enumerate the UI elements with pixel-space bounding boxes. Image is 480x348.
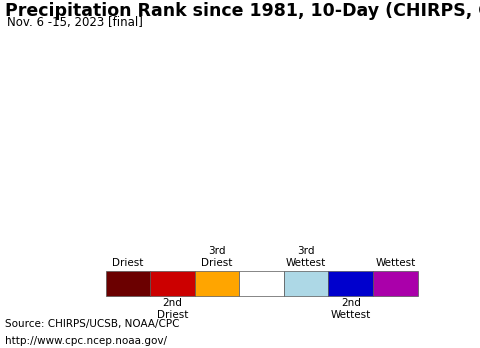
Bar xyxy=(284,271,328,296)
Text: Driest: Driest xyxy=(112,258,144,268)
Text: 3rd
Driest: 3rd Driest xyxy=(201,246,233,268)
Bar xyxy=(106,271,150,296)
Bar xyxy=(240,271,284,296)
Bar xyxy=(195,271,240,296)
Text: Wettest: Wettest xyxy=(375,258,415,268)
Text: http://www.cpc.ncep.noaa.gov/: http://www.cpc.ncep.noaa.gov/ xyxy=(5,336,167,346)
Text: Precipitation Rank since 1981, 10-Day (CHIRPS, CPC): Precipitation Rank since 1981, 10-Day (C… xyxy=(5,2,480,20)
Text: Source: CHIRPS/UCSB, NOAA/CPC: Source: CHIRPS/UCSB, NOAA/CPC xyxy=(5,319,180,330)
Bar xyxy=(373,271,418,296)
Text: Nov. 6 -15, 2023 [final]: Nov. 6 -15, 2023 [final] xyxy=(7,16,143,29)
Text: 2nd
Driest: 2nd Driest xyxy=(157,298,188,320)
Bar xyxy=(328,271,373,296)
Bar xyxy=(150,271,195,296)
Text: 2nd
Wettest: 2nd Wettest xyxy=(331,298,371,320)
Text: 3rd
Wettest: 3rd Wettest xyxy=(286,246,326,268)
